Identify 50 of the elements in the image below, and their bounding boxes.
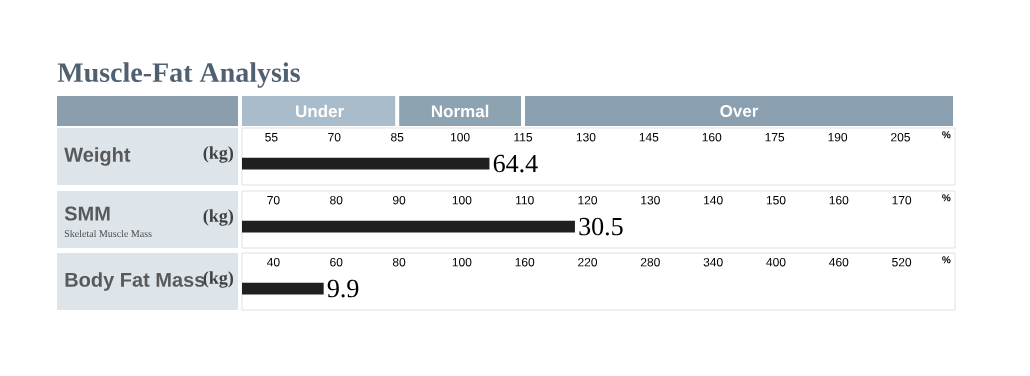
y-axis-title: (kg) <box>203 146 234 163</box>
x-tick-label: 160 <box>515 257 535 267</box>
x-tick-label: 55 <box>265 133 278 142</box>
y-tick-label: SMM <box>64 206 110 221</box>
text: Skeletal Muscle Mass <box>64 229 152 238</box>
x-tick-label: 160 <box>829 195 849 205</box>
x-tick-label: 190 <box>828 132 848 142</box>
x-tick-label: 175 <box>765 133 785 142</box>
x-tick-label: 340 <box>703 257 723 267</box>
x-tick-label: 170 <box>892 195 912 205</box>
x-tick-label: 280 <box>640 257 660 267</box>
x-tick-label: 100 <box>451 132 470 142</box>
x-tick-label: 160 <box>702 132 722 142</box>
x-tick-label: 85 <box>391 132 404 142</box>
x-tick-label: 205 <box>891 132 910 142</box>
x-tick-label: 145 <box>639 133 659 142</box>
x-tick-label: 130 <box>576 132 596 142</box>
x-tick-label: 220 <box>578 257 598 267</box>
x-tick-label: 80 <box>392 257 406 267</box>
x-tick-label: 100 <box>452 257 472 267</box>
x-tick-label: 110 <box>516 195 534 205</box>
x-tick-label: 100 <box>452 195 472 205</box>
annotation: 9.9 <box>327 279 359 298</box>
x-tick-label: 90 <box>392 195 406 205</box>
x-tick-label: 80 <box>330 195 343 205</box>
x-tick-label: 115 <box>514 133 533 142</box>
x-tick-label: 70 <box>267 195 280 205</box>
y-axis-title: (kg) <box>203 209 234 226</box>
x-tick-label: 150 <box>766 195 786 205</box>
x-tick-label: 40 <box>267 257 280 267</box>
x-tick-label: 70 <box>328 132 341 142</box>
x-tick-label: 130 <box>641 195 660 205</box>
x-tick-label: 60 <box>330 257 343 267</box>
x-axis-title: % <box>942 256 951 264</box>
x-tick-label: 460 <box>829 257 849 267</box>
x-tick-label: 120 <box>578 195 598 205</box>
band-label: Normal <box>431 104 489 118</box>
y-tick-label: Weight <box>64 147 131 166</box>
band-label: Over <box>720 104 759 118</box>
x-tick-label: 140 <box>704 195 723 205</box>
chart-title: Muscle-Fat Analysis <box>57 62 300 88</box>
x-tick-label: 520 <box>892 257 912 267</box>
band-label: Under <box>296 104 344 118</box>
x-tick-label: 400 <box>766 257 786 267</box>
y-tick-label: Body Fat Mass <box>65 272 205 291</box>
x-axis-title: % <box>942 131 951 139</box>
y-axis-title: (kg) <box>203 271 234 288</box>
annotation: 30.5 <box>579 217 623 236</box>
annotation: 64.4 <box>493 154 538 173</box>
x-axis-title: % <box>942 194 951 202</box>
